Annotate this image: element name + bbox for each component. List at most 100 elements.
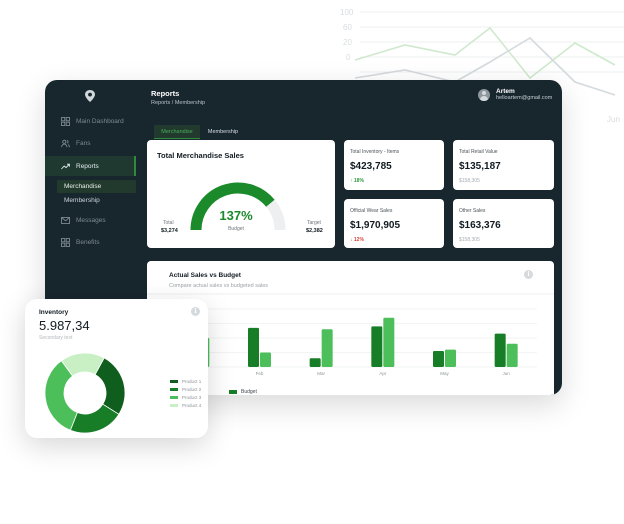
users-icon (61, 139, 70, 148)
sales-chart-card: Actual Sales vs Budget Compare actual sa… (147, 261, 554, 395)
user-email: helloartem@gmail.com (496, 95, 553, 101)
inventory-subtitle: Secondary text (39, 335, 73, 341)
sidebar-subitem-merchandise[interactable]: Merchandise (57, 180, 136, 193)
user-menu[interactable]: Artem helloartem@gmail.com (478, 88, 552, 101)
bar (371, 326, 383, 367)
kpi-change: ↑ 18% (350, 178, 364, 184)
legend-item: Product 1 (170, 379, 201, 384)
total-label: Total (163, 220, 174, 226)
budget-gauge (190, 182, 286, 231)
kpi-card: Official Wear Sales $1,970,905 ↓ 12% (344, 199, 444, 248)
bar (433, 351, 444, 367)
legend-swatch (170, 387, 178, 392)
kpi-value: $135,187 (459, 161, 501, 172)
tab-membership[interactable]: Membership (207, 129, 239, 135)
grid-icon (61, 117, 70, 126)
legend-label: Product 4 (182, 403, 202, 408)
kpi-label: Total Retail Value (459, 149, 498, 155)
legend-item: Product 4 (170, 403, 201, 408)
kpi-value: $1,970,905 (350, 220, 401, 231)
card-title: Inventory (39, 309, 69, 316)
kpi-change: ↓ 12% (350, 237, 364, 243)
legend-label: Product 3 (182, 395, 202, 400)
bar (321, 329, 333, 367)
legend-item: Product 2 (170, 387, 201, 392)
legend-swatch (170, 403, 178, 408)
x-tick-label: Apr (379, 371, 387, 376)
sidebar-item-label: Messages (76, 217, 106, 224)
sidebar-item-label: Fans (76, 140, 91, 147)
bg-tick-label: 100 (340, 8, 354, 17)
sidebar-item-benefits[interactable]: Benefits (61, 238, 100, 247)
x-tick-label: Feb (256, 371, 264, 376)
x-tick-label: Mar (317, 371, 325, 376)
bar (383, 317, 395, 367)
bg-tick-label: 20 (343, 38, 352, 47)
sidebar-subitem-membership[interactable]: Membership (64, 197, 100, 204)
user-name: Artem (496, 88, 515, 95)
bg-tick-label: 60 (343, 23, 352, 32)
kpi-label: Other Sales (459, 208, 486, 214)
sidebar-item-reports[interactable]: Reports (45, 156, 136, 176)
info-icon[interactable]: i (524, 270, 533, 279)
breadcrumb[interactable]: Reports / Membership (151, 100, 206, 106)
gauge-label: Budget (228, 226, 244, 232)
inventory-donut-chart (44, 352, 126, 434)
kpi-change-value: 12% (353, 237, 364, 243)
dashboard-window: Main Dashboard Fans Reports Merchandise … (45, 80, 562, 395)
target-value: $2,382 (306, 228, 323, 234)
kpi-secondary: $158,305 (459, 178, 480, 184)
kpi-label: Total Inventory - Items (350, 149, 400, 155)
avatar (478, 88, 490, 101)
legend-label: Product 2 (182, 387, 202, 392)
sales-bar-chart: JanFebMarAprMayJun (147, 293, 554, 376)
gauge-percent: 137% (219, 208, 253, 223)
bar (260, 352, 271, 367)
kpi-change-value: 18% (353, 178, 364, 184)
legend-swatch (170, 395, 178, 400)
card-subtitle: Compare actual sales vs budgeted sales (169, 283, 269, 289)
sidebar-item-label: Benefits (76, 239, 100, 246)
bar (445, 349, 456, 367)
grid-icon (61, 238, 70, 247)
sidebar: Main Dashboard Fans Reports Merchandise … (45, 80, 140, 395)
info-icon[interactable]: i (191, 307, 200, 316)
card-title: Total Merchandise Sales (157, 151, 244, 160)
bar (248, 327, 259, 367)
bg-tick-label: Jun (607, 115, 620, 124)
sidebar-item-label: Reports (76, 162, 99, 170)
kpi-label: Official Wear Sales (350, 208, 393, 214)
x-tick-label: May (440, 371, 449, 376)
legend-budget: Budget (229, 389, 257, 395)
donut-slice (60, 352, 105, 377)
target-label: Target (307, 220, 321, 226)
legend-swatch (229, 390, 237, 394)
location-pin-icon (85, 90, 95, 102)
sidebar-item-messages[interactable]: Messages (61, 216, 106, 225)
arrow-down-icon: ↓ (350, 237, 353, 243)
kpi-secondary: $158,305 (459, 237, 480, 243)
legend-swatch (170, 379, 178, 384)
arrow-up-icon: ↑ (350, 178, 353, 184)
total-value: $3,274 (161, 228, 178, 234)
kpi-card: Total Retail Value $135,187 $158,305 (453, 140, 554, 190)
inventory-card: Inventory 5.987,34 Secondary text i Prod… (25, 299, 208, 438)
kpi-card: Total Inventory - Items $423,785 ↑ 18% (344, 140, 444, 190)
kpi-card: Other Sales $163,376 $158,305 (453, 199, 554, 248)
donut-slice (44, 360, 78, 431)
kpi-value: $423,785 (350, 161, 392, 172)
bar (506, 343, 518, 367)
sidebar-item-main-dashboard[interactable]: Main Dashboard (61, 117, 124, 126)
inventory-value: 5.987,34 (39, 318, 90, 333)
card-title: Actual Sales vs Budget (169, 272, 241, 279)
bar (309, 358, 321, 367)
legend-item: Product 3 (170, 395, 201, 400)
trend-up-icon (61, 163, 70, 169)
page-title: Reports (151, 89, 180, 98)
bar (494, 333, 506, 367)
kpi-value: $163,376 (459, 220, 501, 231)
sidebar-item-fans[interactable]: Fans (61, 139, 90, 148)
tab-merchandise[interactable]: Merchandise (154, 125, 200, 139)
legend-label: Budget (241, 389, 257, 395)
